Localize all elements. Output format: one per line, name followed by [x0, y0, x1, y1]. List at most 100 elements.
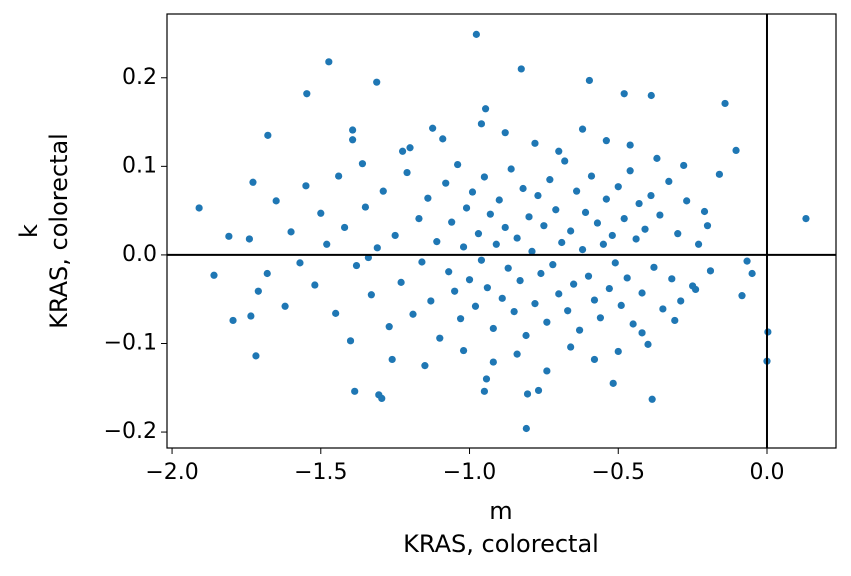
point [599, 240, 607, 248]
point [477, 120, 486, 128]
point [492, 240, 500, 248]
point [531, 139, 539, 147]
point [436, 334, 444, 342]
point [732, 146, 740, 154]
point [247, 312, 255, 320]
point [656, 211, 664, 219]
point [587, 172, 596, 180]
point [632, 235, 640, 243]
point [361, 203, 370, 211]
point [674, 230, 682, 238]
point [391, 231, 399, 240]
point [650, 263, 658, 271]
point [623, 274, 631, 282]
point [474, 230, 483, 238]
y-tick-label: 0.2 [122, 65, 157, 90]
point [409, 310, 417, 318]
point [367, 291, 375, 299]
point [534, 386, 543, 395]
point [513, 350, 521, 358]
point [498, 294, 506, 302]
point [602, 137, 610, 145]
point [373, 78, 381, 86]
point [421, 362, 429, 370]
point [513, 234, 521, 242]
point [635, 199, 643, 208]
point [358, 160, 367, 168]
point [700, 207, 709, 216]
point [555, 147, 563, 155]
point [263, 269, 271, 278]
point [546, 176, 554, 184]
point [385, 323, 393, 331]
point [534, 191, 542, 200]
point [602, 195, 610, 203]
point [578, 246, 587, 254]
point [590, 296, 599, 304]
point [570, 280, 578, 288]
point [703, 222, 712, 230]
point [483, 284, 491, 292]
point [323, 240, 331, 248]
point [596, 314, 605, 322]
point [424, 194, 432, 202]
point [462, 204, 471, 212]
point [296, 259, 304, 267]
point [561, 157, 569, 165]
y-tick-label: −0.2 [104, 419, 157, 444]
point [668, 275, 676, 283]
point [647, 91, 655, 100]
point [540, 222, 548, 230]
point [378, 394, 386, 402]
point [454, 160, 462, 169]
y-tick-label: 0.0 [122, 242, 157, 267]
point [517, 65, 525, 73]
x-axis-label: m [489, 497, 512, 525]
point [477, 256, 486, 264]
point [691, 285, 700, 294]
x-tick-label: −2.0 [145, 460, 198, 485]
point [680, 161, 688, 170]
point [638, 289, 646, 297]
point [472, 30, 480, 38]
point [482, 375, 491, 383]
point [738, 292, 746, 300]
point [486, 210, 494, 218]
point [495, 196, 503, 204]
y-axis-label: k [15, 224, 43, 238]
point [516, 277, 524, 285]
y-axis-label: KRAS, colorectal [45, 133, 73, 329]
point [626, 141, 634, 149]
point [451, 287, 459, 295]
point [448, 218, 456, 226]
point [523, 390, 532, 398]
point [379, 187, 387, 195]
point [578, 125, 587, 133]
point [501, 129, 509, 137]
point [721, 99, 729, 108]
point [620, 215, 628, 223]
point [585, 76, 594, 85]
point [507, 165, 515, 173]
point [608, 231, 616, 240]
point [802, 215, 810, 223]
point [605, 284, 613, 293]
point [480, 387, 488, 395]
point [575, 326, 584, 334]
point [626, 167, 634, 175]
point [489, 358, 497, 366]
point [564, 307, 572, 315]
point [481, 105, 490, 113]
point [415, 215, 423, 223]
point [706, 267, 715, 275]
point [245, 235, 253, 243]
point [531, 300, 539, 308]
point [352, 261, 361, 270]
x-tick-label: −1.0 [443, 460, 496, 485]
point [480, 173, 488, 181]
point [351, 387, 359, 395]
point [659, 305, 667, 313]
point [537, 269, 545, 278]
point [418, 258, 426, 266]
